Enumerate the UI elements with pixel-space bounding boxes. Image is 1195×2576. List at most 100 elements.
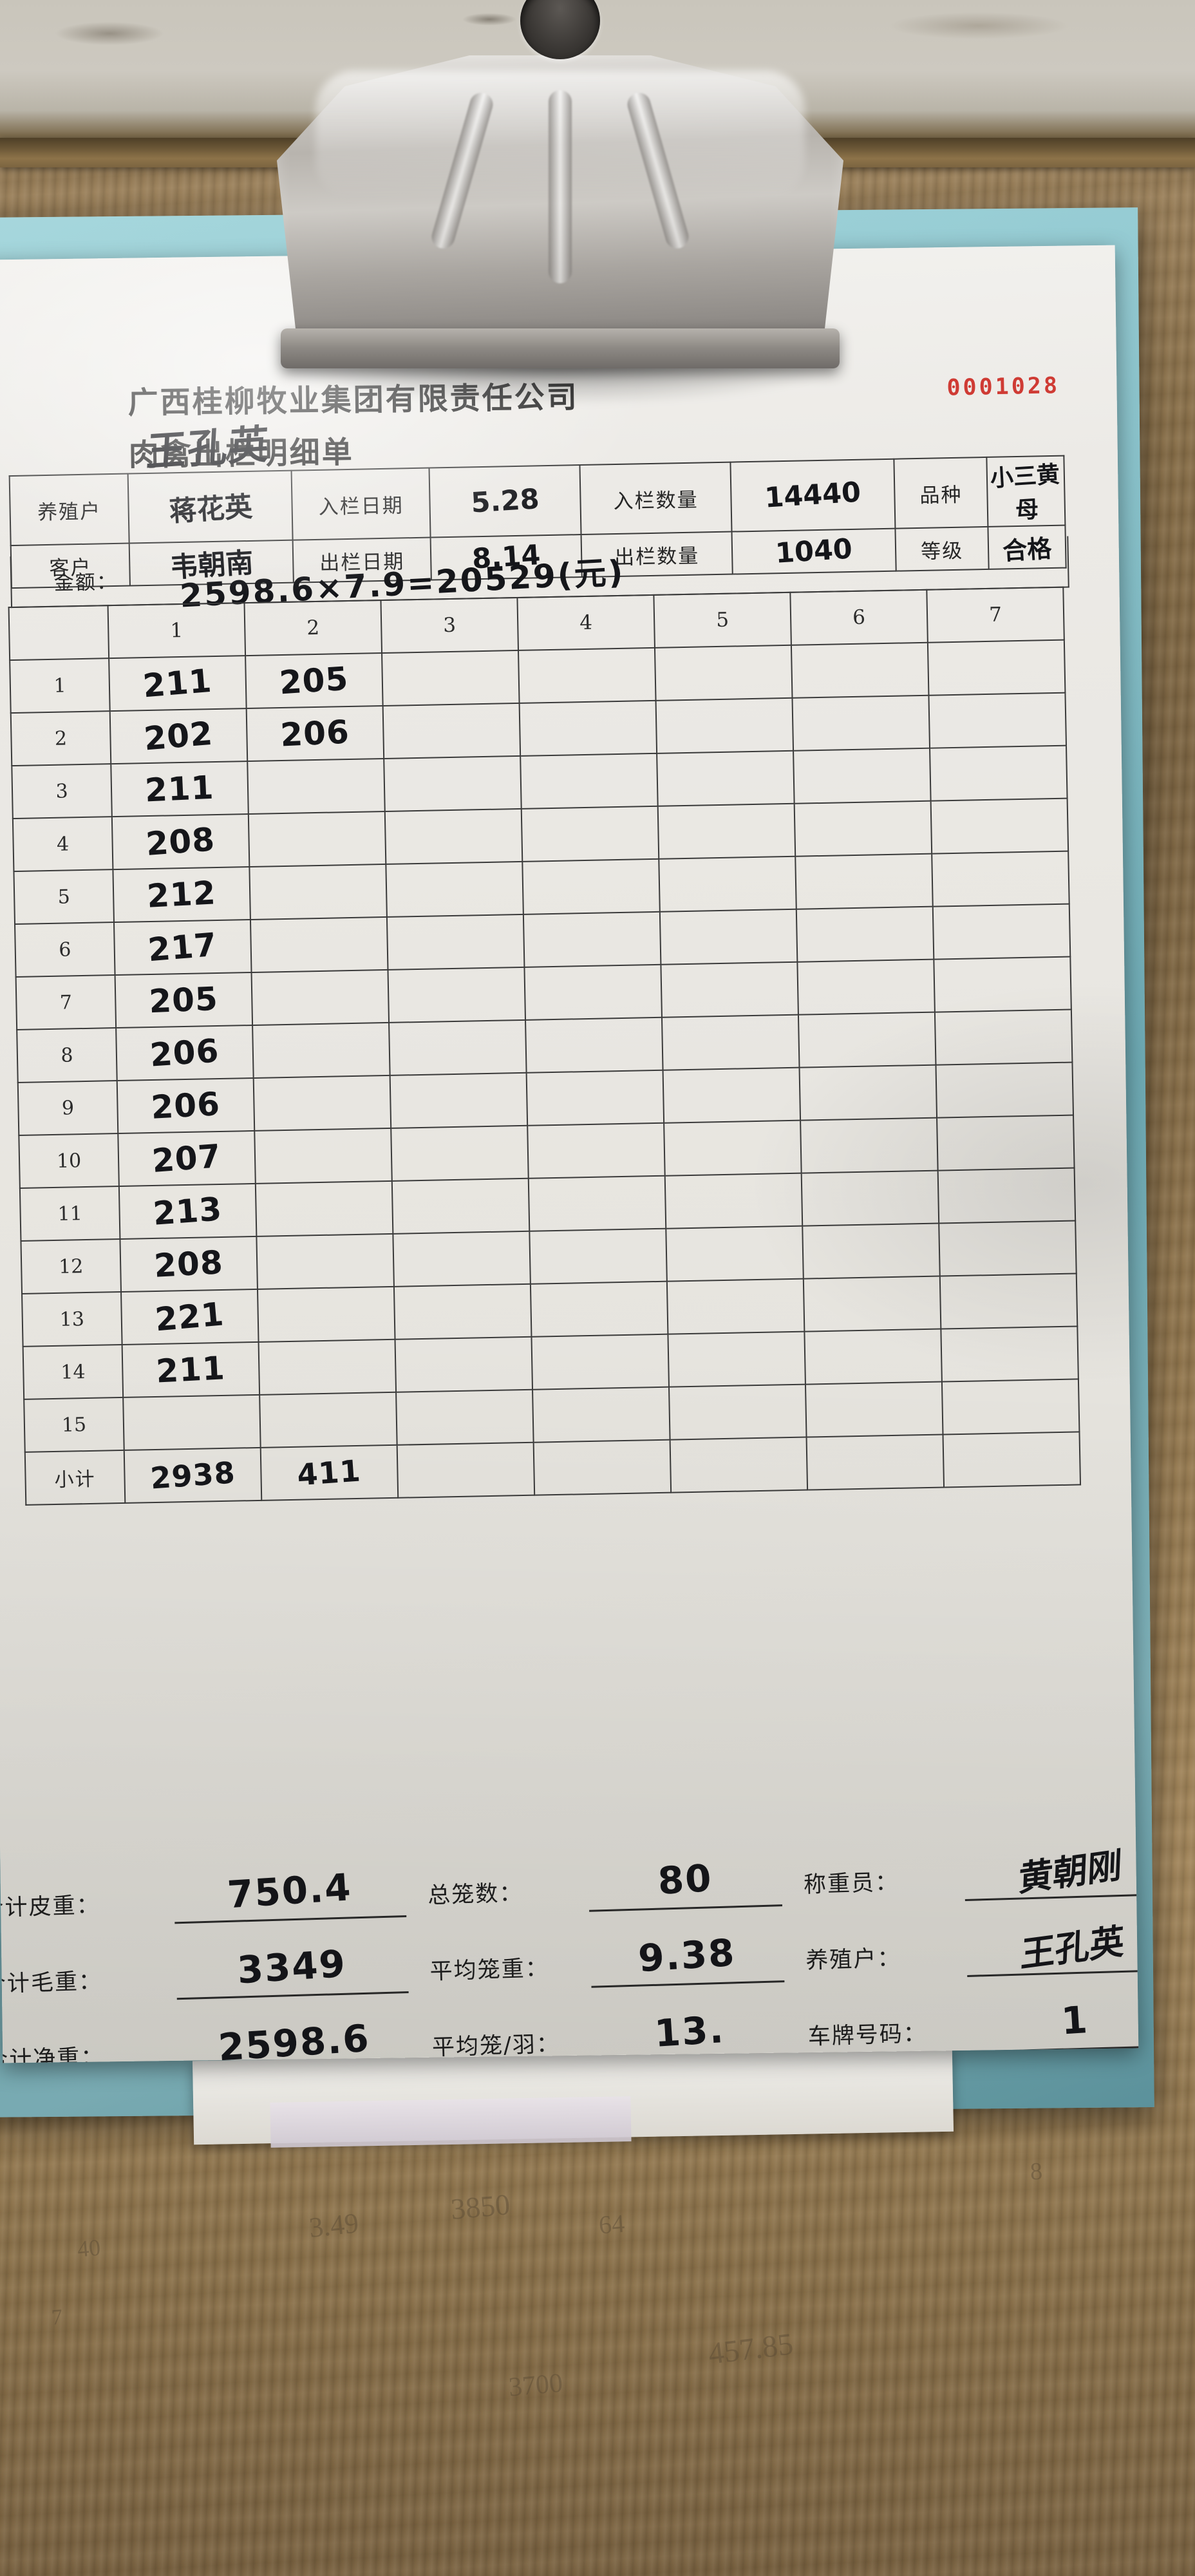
ledger-cell-c2[interactable]: 205 xyxy=(245,653,383,708)
ledger-cell-c4[interactable] xyxy=(523,912,661,967)
ledger-cell-c1[interactable]: 208 xyxy=(112,814,250,869)
ledger-cell-c4[interactable] xyxy=(529,1229,667,1284)
ledger-cell-c2[interactable] xyxy=(252,1023,390,1078)
ledger-cell-c4[interactable] xyxy=(532,1387,670,1443)
field-total-tare[interactable]: 750.4 xyxy=(173,1860,406,1924)
field-total-gross[interactable]: 3349 xyxy=(175,1936,408,2000)
ledger-cell-c1[interactable]: 213 xyxy=(119,1184,257,1239)
ledger-cell-c6[interactable] xyxy=(802,1171,939,1226)
ledger-cell-c3[interactable] xyxy=(390,1073,528,1128)
ledger-cell-c4[interactable] xyxy=(527,1070,664,1126)
ledger-cell-c3[interactable] xyxy=(382,650,520,706)
ledger-cell-c6[interactable] xyxy=(800,1065,937,1121)
ledger-cell-c1[interactable]: 221 xyxy=(121,1289,259,1345)
ledger-cell-c1[interactable] xyxy=(123,1395,261,1450)
ledger-cell-c3[interactable] xyxy=(389,1020,527,1075)
ledger-cell-c4[interactable] xyxy=(525,1018,663,1073)
ledger-cell-c4[interactable] xyxy=(522,806,659,862)
clipboard-clamp[interactable] xyxy=(277,0,843,406)
ledger-cell-c5[interactable] xyxy=(661,962,798,1018)
ledger-cell-c1[interactable]: 217 xyxy=(114,920,252,975)
ledger-cell-c3[interactable] xyxy=(385,809,523,864)
ledger-cell-c6[interactable] xyxy=(800,1118,938,1173)
ledger-cell-c2[interactable] xyxy=(256,1181,393,1236)
ledger-cell-c7[interactable] xyxy=(942,1379,1080,1434)
ledger-cell-c3[interactable] xyxy=(391,1126,529,1181)
ledger-cell-c5[interactable] xyxy=(655,645,793,701)
ledger-cell-c4[interactable] xyxy=(520,753,658,809)
ledger-subtotal-c6[interactable] xyxy=(807,1435,945,1490)
ledger-cell-c2[interactable]: 206 xyxy=(247,706,384,761)
field-total-cages[interactable]: 80 xyxy=(588,1849,782,1912)
ledger-cell-c6[interactable] xyxy=(795,801,932,857)
ledger-cell-c3[interactable] xyxy=(384,756,522,811)
field-breeder-sign[interactable]: 王孔英 xyxy=(966,1913,1139,1976)
ledger-cell-c1[interactable]: 205 xyxy=(115,972,253,1028)
ledger-cell-c7[interactable] xyxy=(933,904,1071,960)
ledger-cell-c5[interactable] xyxy=(658,804,796,859)
ledger-cell-c6[interactable] xyxy=(792,696,930,751)
ledger-cell-c3[interactable] xyxy=(393,1231,531,1287)
ledger-cell-c7[interactable] xyxy=(931,799,1069,854)
ledger-subtotal-c5[interactable] xyxy=(670,1437,808,1493)
ledger-subtotal-c3[interactable] xyxy=(397,1443,535,1498)
ledger-cell-c7[interactable] xyxy=(932,851,1069,907)
field-avg-cage-weight[interactable]: 9.38 xyxy=(590,1925,784,1988)
ledger-cell-c4[interactable] xyxy=(520,701,657,756)
ledger-cell-c2[interactable] xyxy=(249,864,387,920)
ledger-cell-c3[interactable] xyxy=(396,1390,534,1445)
ledger-cell-c4[interactable] xyxy=(531,1282,668,1337)
ledger-cell-c1[interactable]: 211 xyxy=(122,1342,260,1397)
ledger-cell-c2[interactable] xyxy=(254,1075,391,1131)
ledger-cell-c5[interactable] xyxy=(667,1279,805,1334)
ledger-cell-c5[interactable] xyxy=(662,1015,800,1070)
ledger-cell-c7[interactable] xyxy=(940,1273,1078,1329)
ledger-cell-c3[interactable] xyxy=(388,967,525,1023)
ledger-cell-c7[interactable] xyxy=(928,640,1066,696)
ledger-cell-c6[interactable] xyxy=(796,907,934,962)
ledger-cell-c2[interactable] xyxy=(254,1128,392,1184)
ledger-cell-c6[interactable] xyxy=(802,1224,940,1279)
ledger-cell-c6[interactable] xyxy=(793,748,931,804)
value-entry-date[interactable]: 5.28 xyxy=(429,465,581,537)
ledger-cell-c7[interactable] xyxy=(936,1063,1073,1118)
ledger-cell-c2[interactable] xyxy=(259,1340,397,1395)
ledger-cell-c1[interactable]: 208 xyxy=(120,1236,258,1292)
ledger-cell-c2[interactable] xyxy=(252,970,390,1025)
ledger-subtotal-c4[interactable] xyxy=(534,1440,672,1495)
ledger-cell-c5[interactable] xyxy=(664,1121,802,1176)
ledger-cell-c3[interactable] xyxy=(394,1284,532,1340)
ledger-subtotal-c7[interactable] xyxy=(943,1432,1080,1487)
ledger-cell-c7[interactable] xyxy=(934,957,1071,1012)
ledger-cell-c6[interactable] xyxy=(791,643,929,698)
ledger-cell-c5[interactable] xyxy=(659,857,796,912)
ledger-cell-c2[interactable] xyxy=(256,1234,394,1289)
ledger-cell-c7[interactable] xyxy=(930,746,1068,801)
ledger-cell-c5[interactable] xyxy=(665,1173,803,1229)
ledger-cell-c4[interactable] xyxy=(531,1334,669,1390)
ledger-cell-c5[interactable] xyxy=(660,909,798,965)
ledger-cell-c6[interactable] xyxy=(805,1382,943,1437)
value-entry-qty[interactable]: 14440 xyxy=(730,459,895,532)
ledger-cell-c5[interactable] xyxy=(657,751,795,806)
ledger-cell-c6[interactable] xyxy=(795,854,933,909)
ledger-cell-c4[interactable] xyxy=(518,648,656,703)
ledger-cell-c2[interactable] xyxy=(249,811,386,867)
ledger-cell-c6[interactable] xyxy=(798,1012,936,1068)
ledger-cell-c5[interactable] xyxy=(669,1385,807,1440)
ledger-cell-c7[interactable] xyxy=(937,1115,1075,1171)
ledger-cell-c3[interactable] xyxy=(387,914,525,970)
field-plate-number[interactable]: 1 xyxy=(968,1989,1138,2052)
ledger-cell-c6[interactable] xyxy=(797,960,935,1015)
field-weigher[interactable]: 黄朝刚 xyxy=(963,1838,1138,1901)
ledger-cell-c2[interactable] xyxy=(247,759,385,814)
ledger-cell-c4[interactable] xyxy=(522,859,660,914)
ledger-cell-c4[interactable] xyxy=(527,1123,665,1179)
ledger-cell-c5[interactable] xyxy=(666,1226,804,1282)
ledger-cell-c6[interactable] xyxy=(804,1276,941,1332)
ledger-cell-c4[interactable] xyxy=(529,1176,666,1231)
ledger-cell-c6[interactable] xyxy=(804,1329,942,1385)
ledger-cell-c1[interactable]: 207 xyxy=(118,1131,256,1186)
ledger-cell-c3[interactable] xyxy=(395,1337,533,1392)
ledger-cell-c1[interactable]: 206 xyxy=(117,1078,255,1133)
